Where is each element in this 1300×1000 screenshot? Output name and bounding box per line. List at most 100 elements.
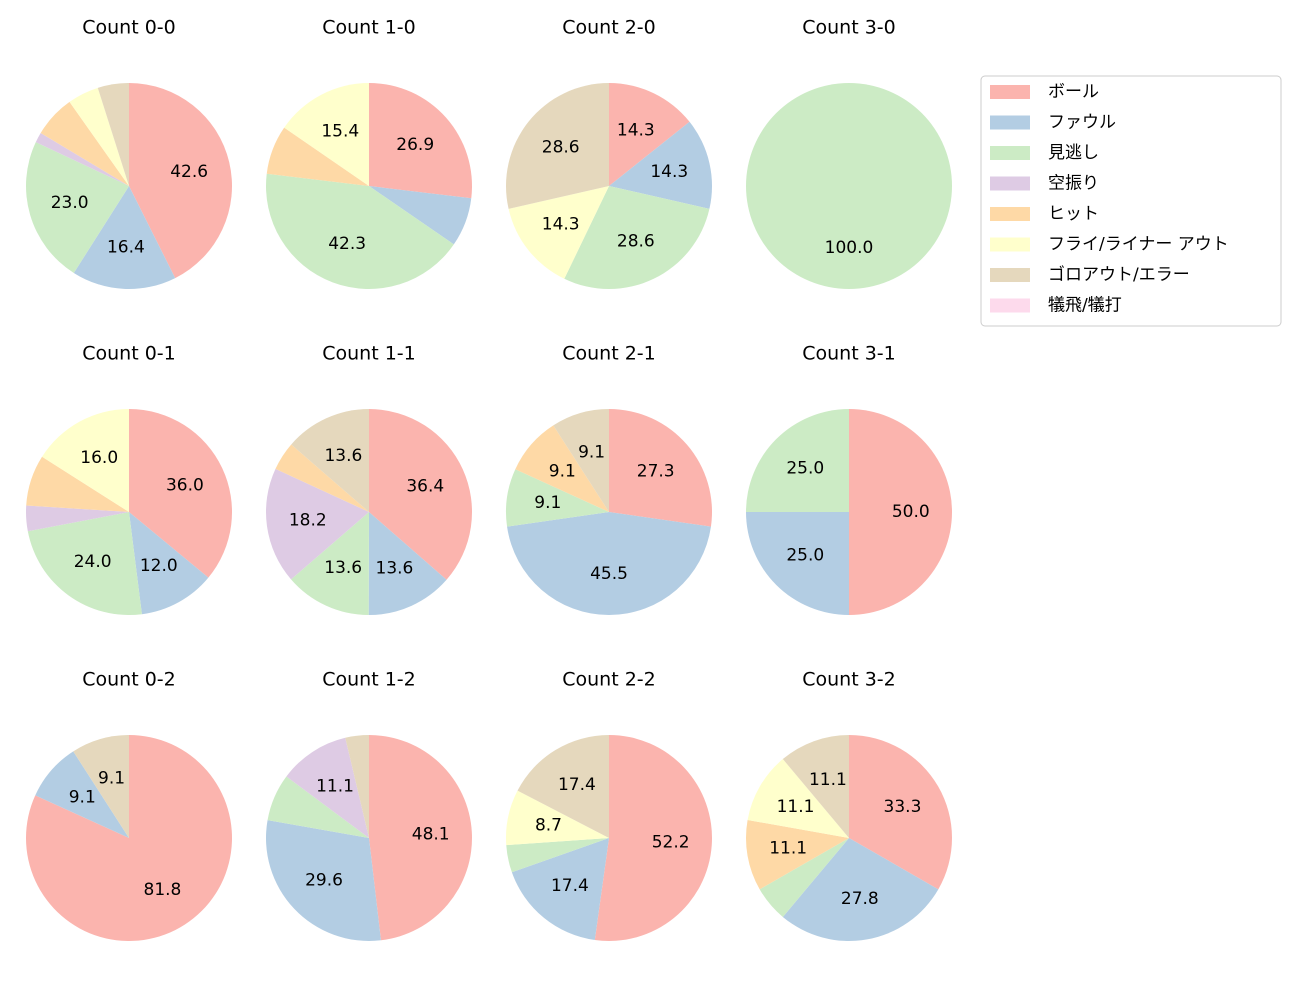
pie-title: Count 1-1 — [322, 343, 416, 365]
pie-slice — [266, 173, 454, 289]
pie-slice — [368, 512, 447, 616]
pie-slice — [267, 776, 369, 838]
slice-label: 17.4 — [551, 876, 589, 896]
slice-label: 25.0 — [786, 546, 824, 566]
slice-label: 100.0 — [825, 238, 874, 258]
slice-label: 9.1 — [98, 769, 125, 789]
slice-label: 9.1 — [578, 443, 605, 463]
legend-label: ゴロアウト/エラー — [1048, 264, 1190, 285]
slice-label: 9.1 — [69, 788, 96, 808]
legend-swatch — [990, 115, 1030, 130]
slice-label: 9.1 — [534, 493, 561, 513]
pie-slice — [747, 759, 849, 838]
pie-title: Count 2-0 — [562, 17, 656, 39]
slice-label: 9.1 — [549, 462, 576, 482]
pie-slice — [609, 83, 690, 186]
legend-label: 見逃し — [1048, 143, 1099, 163]
pie-slice — [782, 838, 939, 941]
legend-swatch — [990, 268, 1030, 282]
legend-box — [980, 75, 1282, 327]
pie-slice — [25, 505, 129, 532]
pie-slice — [69, 87, 129, 186]
pie-slice — [564, 186, 710, 289]
pie-slice — [515, 425, 609, 512]
slice-label: 23.0 — [51, 193, 89, 213]
legend-swatch — [990, 85, 1030, 99]
slice-label: 11.1 — [769, 839, 807, 859]
slice-label: 8.7 — [535, 815, 562, 835]
slice-label: 36.0 — [166, 476, 204, 496]
legend-swatch — [990, 237, 1030, 252]
pie-slice — [275, 444, 369, 512]
pie-title: Count 0-2 — [82, 669, 176, 691]
slice-label: 29.6 — [305, 870, 343, 890]
pie-slice — [266, 820, 381, 941]
pie-title: Count 2-1 — [562, 343, 656, 365]
pie-title: Count 1-0 — [322, 17, 416, 39]
slice-label: 45.5 — [590, 564, 628, 584]
pie-title: Count 3-2 — [802, 669, 896, 691]
pie-slice — [609, 121, 713, 209]
slice-label: 16.4 — [107, 238, 145, 258]
pie-slice — [506, 790, 609, 846]
pie-slice — [759, 838, 849, 917]
slice-label: 33.3 — [884, 797, 922, 817]
pie-slice — [594, 735, 713, 941]
pie-title: Count 0-1 — [82, 343, 176, 365]
pie-slice — [73, 186, 176, 289]
pie-slice — [508, 186, 609, 279]
pie-slice — [266, 127, 369, 186]
pie-slice — [849, 409, 952, 615]
pie-slice — [345, 735, 369, 838]
pie-slice — [97, 83, 129, 186]
pie-slice — [35, 133, 130, 186]
pie-slice — [284, 83, 369, 186]
pie-slice — [849, 735, 953, 890]
pie-slice — [609, 409, 712, 527]
slice-label: 28.6 — [617, 232, 655, 252]
pie-slice — [369, 83, 472, 199]
pie-slice — [40, 101, 129, 186]
slice-label: 11.1 — [809, 770, 847, 790]
pie-title: Count 0-0 — [82, 17, 176, 39]
pie-slice — [782, 735, 849, 838]
slice-label: 48.1 — [412, 824, 450, 844]
slice-label: 36.4 — [406, 476, 444, 496]
slice-label: 18.2 — [289, 511, 327, 531]
pie-slice — [27, 512, 142, 615]
pie-slice — [746, 409, 849, 512]
pie-title: Count 2-2 — [562, 669, 656, 691]
pie-slice — [369, 186, 472, 245]
pie-slice — [746, 512, 849, 615]
pie-slice — [42, 409, 129, 512]
pie-slice — [505, 83, 609, 209]
pie-slice — [511, 838, 609, 941]
pie-slice — [286, 737, 369, 838]
slice-label: 50.0 — [892, 502, 930, 522]
slice-label: 15.4 — [321, 121, 359, 141]
slice-label: 25.0 — [786, 458, 824, 478]
slice-label: 13.6 — [324, 446, 362, 466]
slice-label: 13.6 — [324, 558, 362, 578]
legend-swatch — [990, 176, 1030, 191]
legend-label: フライ/ライナー アウト — [1048, 235, 1229, 255]
pie-slice — [746, 83, 952, 289]
slice-label: 13.6 — [376, 558, 414, 578]
slice-label: 17.4 — [558, 775, 596, 795]
pie-slice — [507, 512, 711, 615]
legend-label: ヒット — [1048, 204, 1099, 224]
slice-label: 42.6 — [170, 162, 208, 182]
legend-swatch — [990, 207, 1030, 221]
slice-label: 11.1 — [777, 797, 815, 817]
slice-label: 16.0 — [80, 448, 118, 468]
slice-label: 27.8 — [841, 889, 879, 909]
slice-label: 27.3 — [637, 462, 675, 482]
slice-label: 14.3 — [650, 162, 688, 182]
pie-slice — [506, 469, 609, 527]
pie-slice — [517, 735, 609, 838]
slice-label: 52.2 — [652, 832, 690, 852]
pie-slice — [369, 735, 473, 941]
slice-label: 81.8 — [144, 880, 182, 900]
pie-slice — [35, 751, 129, 838]
